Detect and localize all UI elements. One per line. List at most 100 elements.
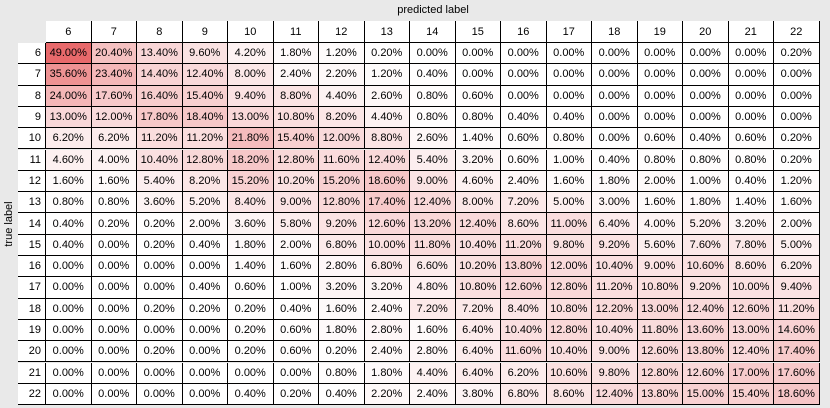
matrix-cell: 11.60% bbox=[319, 149, 365, 171]
matrix-cell: 0.00% bbox=[592, 85, 638, 107]
matrix-cell: 9.20% bbox=[319, 213, 365, 235]
matrix-cell: 13.80% bbox=[683, 341, 729, 363]
matrix-cell: 13.00% bbox=[637, 298, 683, 320]
matrix-cell: 11.20% bbox=[501, 234, 547, 256]
matrix-cell: 18.40% bbox=[182, 106, 228, 129]
matrix-cell: 15.20% bbox=[319, 170, 365, 193]
matrix-cell: 6.20% bbox=[774, 256, 820, 278]
matrix-cell: 1.00% bbox=[273, 277, 319, 299]
matrix-cell: 0.00% bbox=[46, 383, 92, 406]
matrix-cell: 12.60% bbox=[728, 298, 774, 320]
matrix-cell: 12.40% bbox=[592, 383, 638, 406]
matrix-cell: 0.40% bbox=[182, 277, 228, 299]
matrix-cell: 9.20% bbox=[592, 234, 638, 256]
matrix-cell: 0.00% bbox=[182, 341, 228, 363]
matrix-cell: 15.20% bbox=[228, 170, 274, 193]
matrix-cell: 0.00% bbox=[728, 85, 774, 107]
matrix-cell: 13.80% bbox=[501, 256, 547, 278]
matrix-cell: 17.40% bbox=[774, 341, 820, 363]
matrix-cell: 0.00% bbox=[137, 277, 183, 299]
matrix-cell: 9.60% bbox=[182, 43, 228, 65]
matrix-cell: 1.00% bbox=[546, 149, 592, 171]
matrix-cell: 0.00% bbox=[91, 319, 137, 342]
matrix-cell: 49.00% bbox=[46, 43, 92, 65]
matrix-cell: 0.60% bbox=[228, 277, 274, 299]
matrix-cell: 8.80% bbox=[364, 128, 410, 150]
matrix-cell: 10.60% bbox=[683, 256, 729, 278]
matrix-cell: 10.40% bbox=[592, 319, 638, 342]
matrix-cell: 0.20% bbox=[228, 341, 274, 363]
matrix-cell: 0.00% bbox=[774, 106, 820, 129]
matrix-cell: 3.20% bbox=[319, 277, 365, 299]
matrix-cell: 6.80% bbox=[501, 383, 547, 406]
matrix-cell: 0.00% bbox=[46, 341, 92, 363]
matrix-cell: 0.00% bbox=[592, 106, 638, 129]
row-header: 21 bbox=[18, 362, 46, 384]
matrix-cell: 0.40% bbox=[182, 234, 228, 256]
matrix-cell: 1.60% bbox=[410, 319, 456, 342]
matrix-cell: 13.00% bbox=[46, 106, 92, 129]
matrix-cell: 0.40% bbox=[410, 64, 456, 86]
matrix-cell: 2.20% bbox=[319, 64, 365, 86]
column-header: 15 bbox=[455, 21, 501, 43]
matrix-cell: 0.00% bbox=[182, 256, 228, 278]
matrix-cell: 1.80% bbox=[273, 43, 319, 65]
matrix-cell: 0.00% bbox=[410, 43, 456, 65]
matrix-cell: 3.20% bbox=[364, 277, 410, 299]
matrix-cell: 5.00% bbox=[774, 234, 820, 256]
matrix-cell: 23.40% bbox=[91, 64, 137, 86]
matrix-cell: 0.00% bbox=[91, 298, 137, 320]
matrix-cell: 0.00% bbox=[46, 277, 92, 299]
matrix-cell: 0.40% bbox=[273, 298, 319, 320]
matrix-cell: 1.20% bbox=[364, 64, 410, 86]
matrix-cell: 13.80% bbox=[637, 383, 683, 406]
matrix-cell: 11.20% bbox=[182, 128, 228, 150]
matrix-cell: 17.40% bbox=[364, 192, 410, 214]
matrix-cell: 12.40% bbox=[364, 149, 410, 171]
matrix-cell: 0.00% bbox=[137, 362, 183, 384]
matrix-cell: 8.60% bbox=[728, 256, 774, 278]
matrix-cell: 10.40% bbox=[501, 319, 547, 342]
matrix-cell: 1.60% bbox=[546, 170, 592, 193]
matrix-cell: 0.00% bbox=[728, 106, 774, 129]
matrix-cell: 8.60% bbox=[546, 383, 592, 406]
matrix-cell: 2.20% bbox=[364, 383, 410, 406]
matrix-cell: 0.00% bbox=[228, 362, 274, 384]
matrix-cell: 7.80% bbox=[728, 234, 774, 256]
matrix-cell: 4.60% bbox=[455, 170, 501, 193]
matrix-cell: 0.80% bbox=[410, 106, 456, 129]
matrix-cell: 0.00% bbox=[683, 64, 729, 86]
matrix-cell: 1.00% bbox=[683, 170, 729, 193]
matrix-cell: 8.80% bbox=[273, 85, 319, 107]
matrix-cell: 0.20% bbox=[137, 234, 183, 256]
matrix-cell: 2.60% bbox=[364, 85, 410, 107]
matrix-cell: 6.20% bbox=[501, 362, 547, 384]
column-header: 19 bbox=[637, 21, 683, 43]
matrix-cell: 12.80% bbox=[273, 149, 319, 171]
matrix-cell: 12.60% bbox=[683, 362, 729, 384]
matrix-cell: 0.00% bbox=[46, 256, 92, 278]
matrix-cell: 0.00% bbox=[546, 64, 592, 86]
matrix-cell: 14.40% bbox=[137, 64, 183, 86]
matrix-cell: 6.80% bbox=[364, 256, 410, 278]
matrix-cell: 10.60% bbox=[546, 362, 592, 384]
matrix-cell: 10.80% bbox=[273, 106, 319, 129]
matrix-cell: 2.40% bbox=[364, 341, 410, 363]
matrix-cell: 9.40% bbox=[228, 85, 274, 107]
matrix-cell: 0.60% bbox=[501, 149, 547, 171]
row-header: 13 bbox=[18, 192, 46, 214]
row-header: 20 bbox=[18, 341, 46, 363]
matrix-cell: 0.00% bbox=[592, 64, 638, 86]
matrix-cell: 11.20% bbox=[774, 298, 820, 320]
matrix-cell: 0.00% bbox=[592, 128, 638, 150]
matrix-cell: 0.20% bbox=[228, 298, 274, 320]
matrix-cell: 1.80% bbox=[592, 170, 638, 193]
matrix-cell: 0.00% bbox=[546, 85, 592, 107]
column-header: 11 bbox=[273, 21, 319, 43]
column-header: 21 bbox=[728, 21, 774, 43]
matrix-cell: 0.00% bbox=[683, 85, 729, 107]
matrix-cell: 14.60% bbox=[774, 319, 820, 342]
matrix-cell: 0.00% bbox=[91, 277, 137, 299]
matrix-cell: 6.40% bbox=[455, 319, 501, 342]
